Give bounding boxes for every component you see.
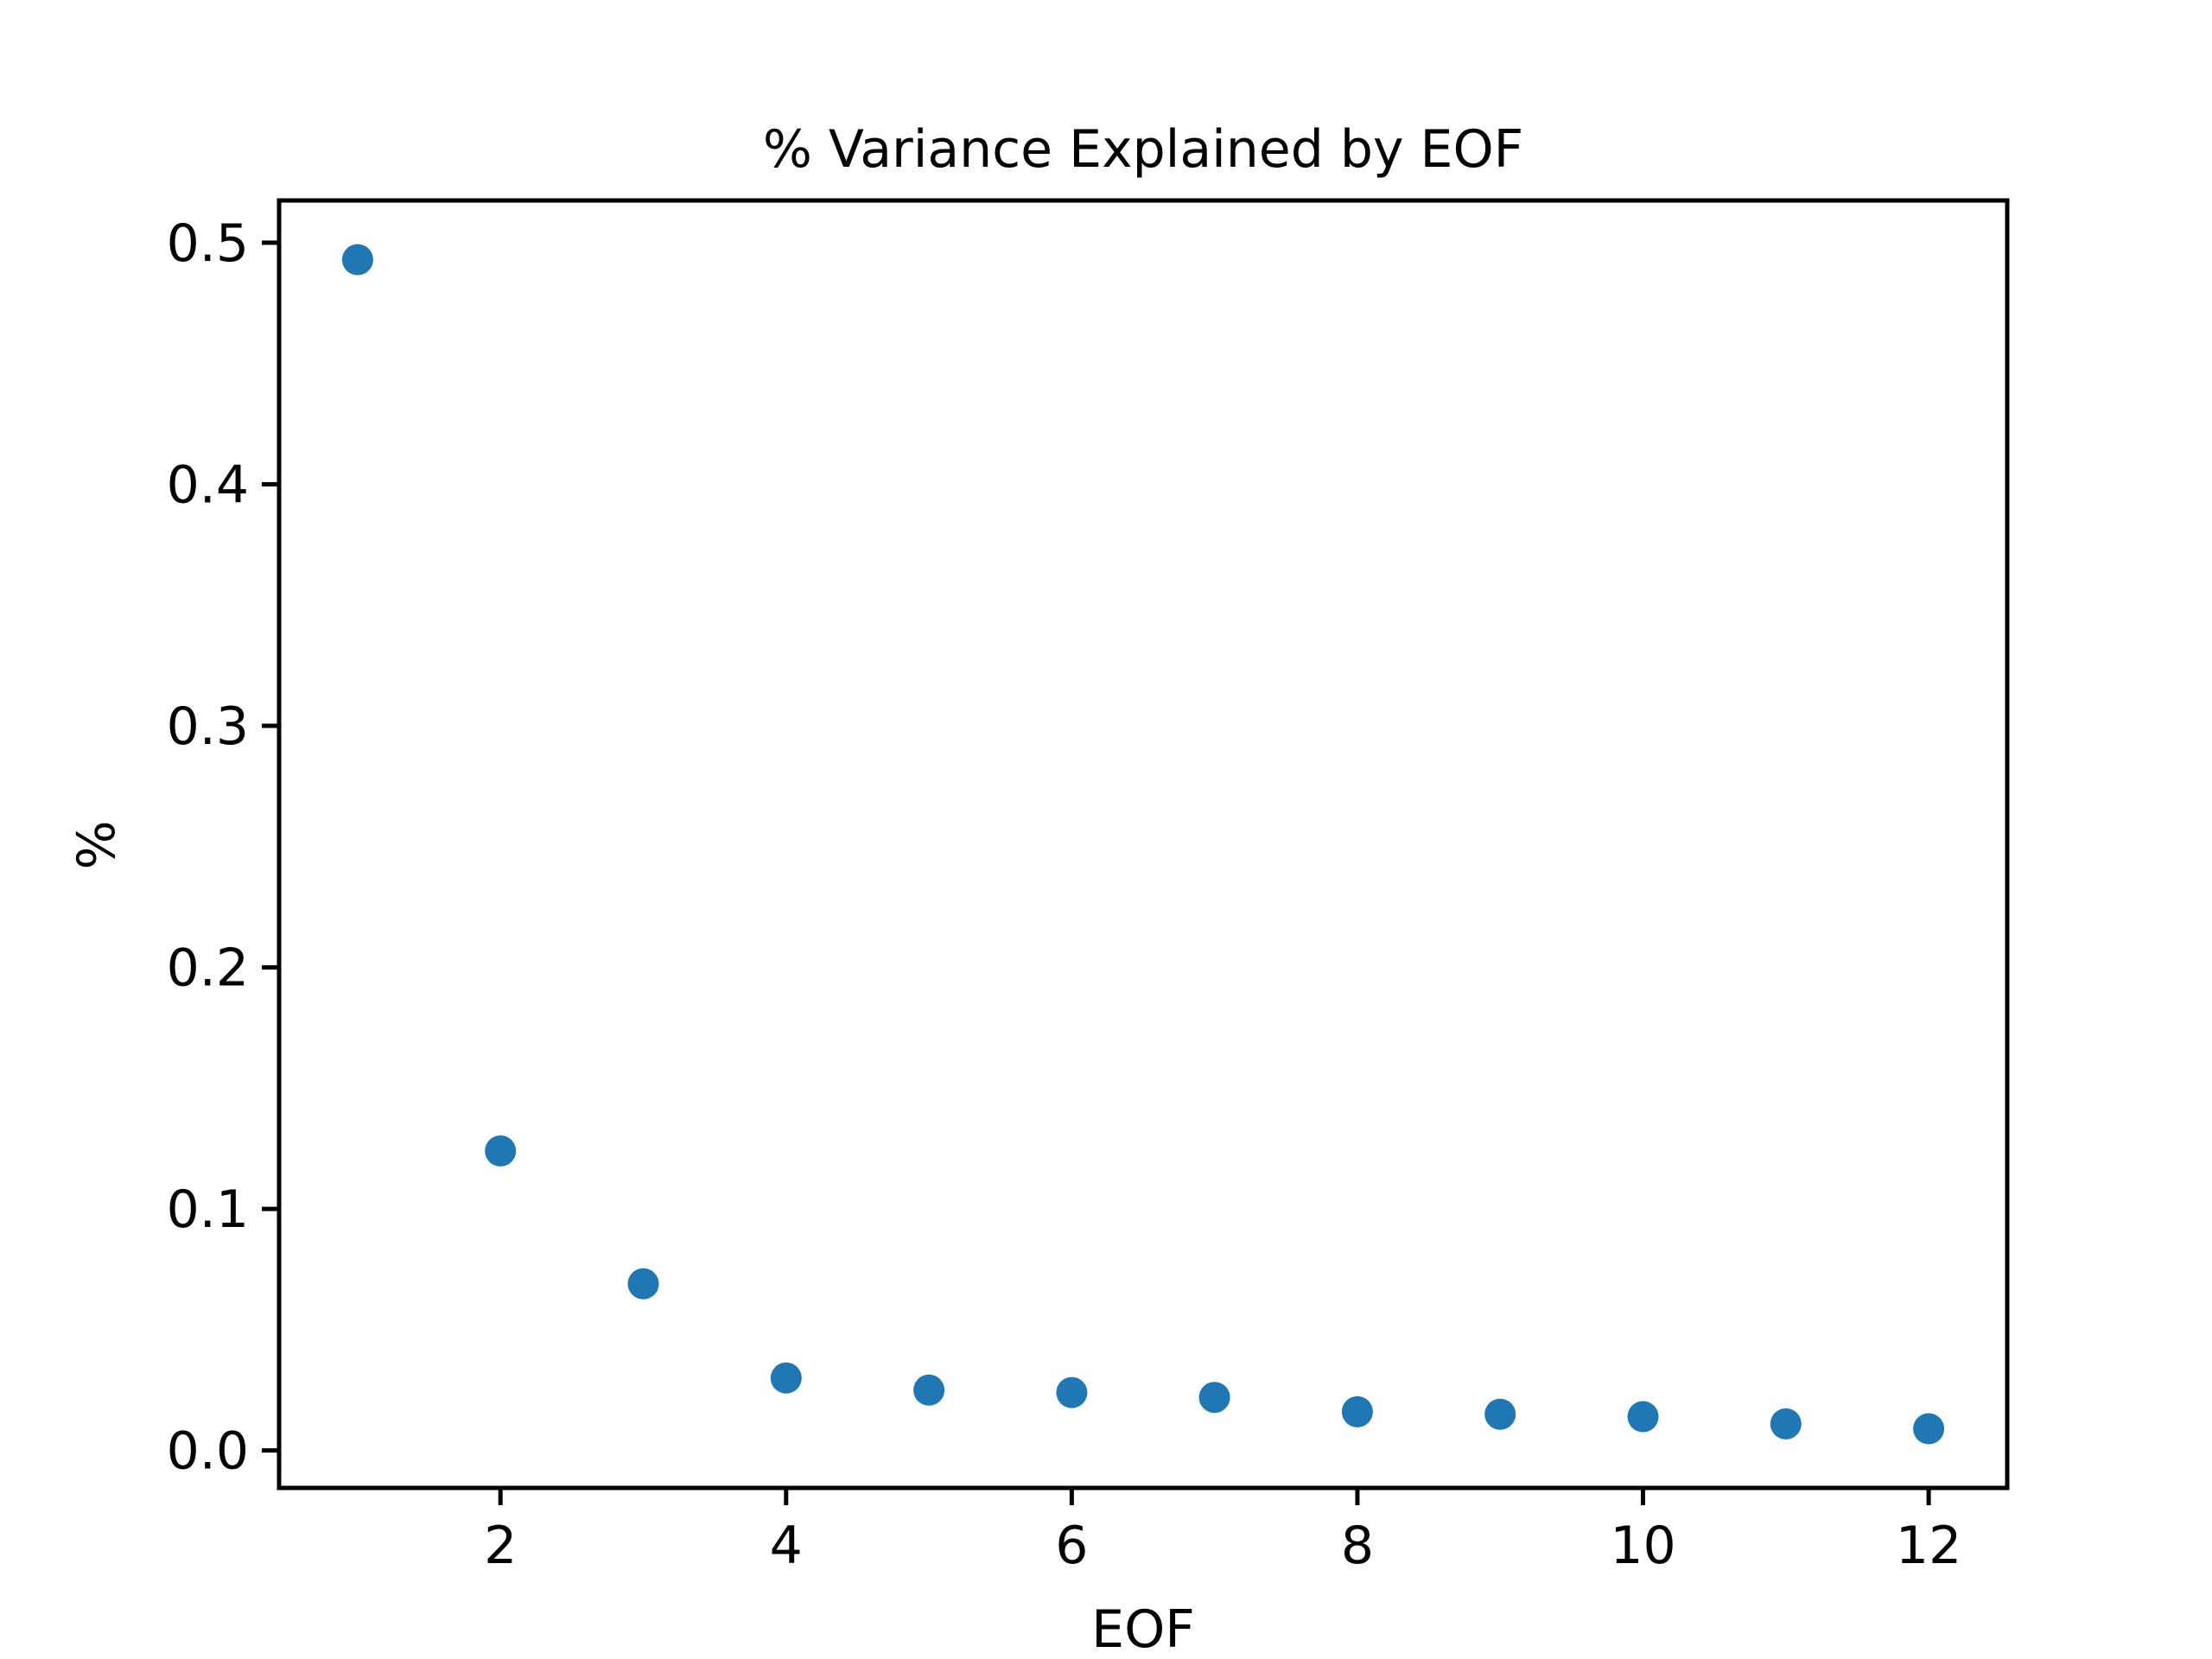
x-tick-label: 10 (1610, 1516, 1675, 1576)
data-point-12 (1913, 1413, 1945, 1445)
x-tick-label: 4 (770, 1516, 803, 1576)
y-axis-label: % (67, 820, 127, 869)
y-tick-label: 0.4 (167, 454, 249, 515)
x-axis-label: EOF (1091, 1599, 1195, 1659)
y-tick-label: 0.5 (167, 213, 249, 274)
data-point-11 (1770, 1408, 1802, 1440)
data-point-1 (341, 244, 373, 276)
chart-title: % Variance Explained by EOF (763, 119, 1523, 180)
y-tick-label: 0.0 (167, 1421, 249, 1482)
data-point-2 (485, 1135, 517, 1166)
x-axis-ticks: 2 4 6 8 10 12 (484, 1488, 1961, 1576)
data-point-10 (1627, 1401, 1659, 1433)
y-axis-ticks: 0.0 0.1 0.2 0.3 0.4 0.5 (167, 213, 279, 1482)
data-point-6 (1056, 1376, 1088, 1408)
data-point-4 (770, 1362, 802, 1394)
x-tick-label: 6 (1055, 1516, 1088, 1576)
data-point-9 (1484, 1398, 1516, 1430)
plot-frame (276, 198, 2010, 1491)
data-point-5 (913, 1374, 945, 1406)
y-tick-label: 0.1 (167, 1179, 249, 1240)
y-tick-label: 0.3 (167, 696, 249, 757)
data-point-8 (1341, 1395, 1373, 1427)
x-tick-label: 2 (484, 1516, 517, 1576)
data-points (341, 244, 1945, 1445)
y-tick-label: 0.2 (167, 938, 249, 999)
x-tick-label: 8 (1341, 1516, 1374, 1576)
x-tick-label: 12 (1896, 1516, 1961, 1576)
data-point-7 (1198, 1382, 1230, 1414)
data-point-3 (627, 1268, 659, 1300)
